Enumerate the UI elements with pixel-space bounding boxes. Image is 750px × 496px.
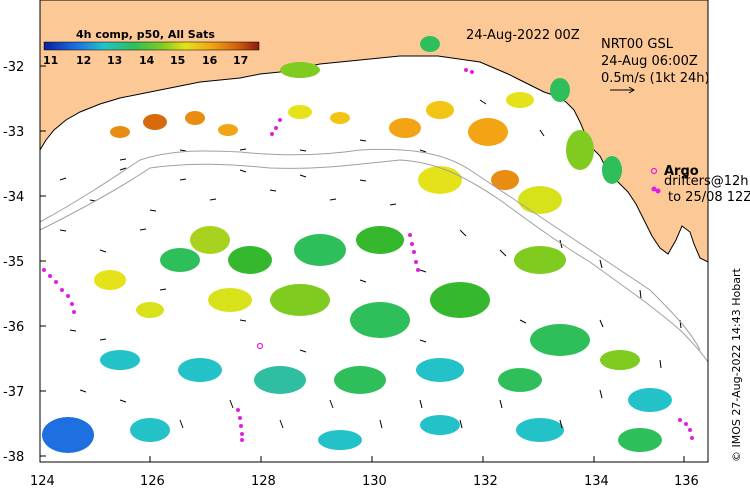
colorbar: 4h comp, p50, All Sats 11 12 13 14 15 16… — [43, 28, 260, 67]
y-tick-label: -33 — [3, 125, 24, 140]
argo-tracks — [42, 68, 694, 442]
land-australia — [39, 0, 709, 263]
isobath-line — [39, 148, 701, 351]
argo-legend: Argo drifters@12h to 25/08 12Z — [650, 164, 750, 205]
x-tick-label: 130 — [362, 474, 387, 489]
y-tick-label: -32 — [3, 60, 24, 75]
x-tick-label: 128 — [251, 474, 276, 489]
x-axis: 124 126 128 130 132 134 136 — [30, 456, 699, 489]
colorbar-tick: 15 — [170, 54, 185, 67]
vector-legend: NRT00 GSL 24-Aug 06:00Z 0.5m/s (1kt 24h) — [601, 37, 710, 94]
colorbar-tick: 12 — [76, 54, 91, 67]
x-tick-label: 124 — [30, 474, 55, 489]
imos-credit: © IMOS 27-Aug-2022 14:43 Hobart — [730, 268, 743, 462]
legend-line-2: 24-Aug 06:00Z — [601, 54, 698, 69]
colorbar-tick: 14 — [139, 54, 155, 67]
y-axis: -32 -33 -34 -35 -36 -37 -38 — [3, 60, 46, 465]
x-tick-label: 126 — [140, 474, 165, 489]
colorbar-tick: 11 — [43, 54, 58, 67]
sst-patches — [42, 36, 672, 453]
plot-frame — [39, 0, 709, 463]
x-tick-label: 132 — [473, 474, 498, 489]
y-tick-label: -34 — [3, 190, 24, 205]
argo-float-marker — [256, 342, 264, 350]
colorbar-gradient — [43, 41, 260, 51]
x-tick-label: 134 — [584, 474, 609, 489]
argo-legend-line1: drifters@12h — [664, 174, 749, 189]
y-tick-label: -35 — [3, 255, 24, 270]
y-tick-label: -36 — [3, 320, 24, 335]
isobath-line-2 — [39, 159, 709, 363]
colorbar-tick: 17 — [233, 54, 248, 67]
legend-line-1: NRT00 GSL — [601, 37, 674, 52]
colorbar-tick: 13 — [107, 54, 122, 67]
argo-legend-title: Argo — [664, 164, 699, 179]
argo-legend-line2: to 25/08 12Z — [668, 190, 750, 205]
colorbar-title: 4h comp, p50, All Sats — [76, 28, 215, 41]
date-label: 24-Aug-2022 00Z — [466, 28, 580, 43]
x-tick-label: 136 — [674, 474, 699, 489]
y-tick-label: -38 — [3, 450, 24, 465]
y-tick-label: -37 — [3, 385, 24, 400]
legend-line-3: 0.5m/s (1kt 24h) — [601, 71, 710, 86]
current-vectors — [59, 99, 682, 429]
argo-legend-icon — [650, 167, 658, 175]
colorbar-tick: 16 — [202, 54, 218, 67]
